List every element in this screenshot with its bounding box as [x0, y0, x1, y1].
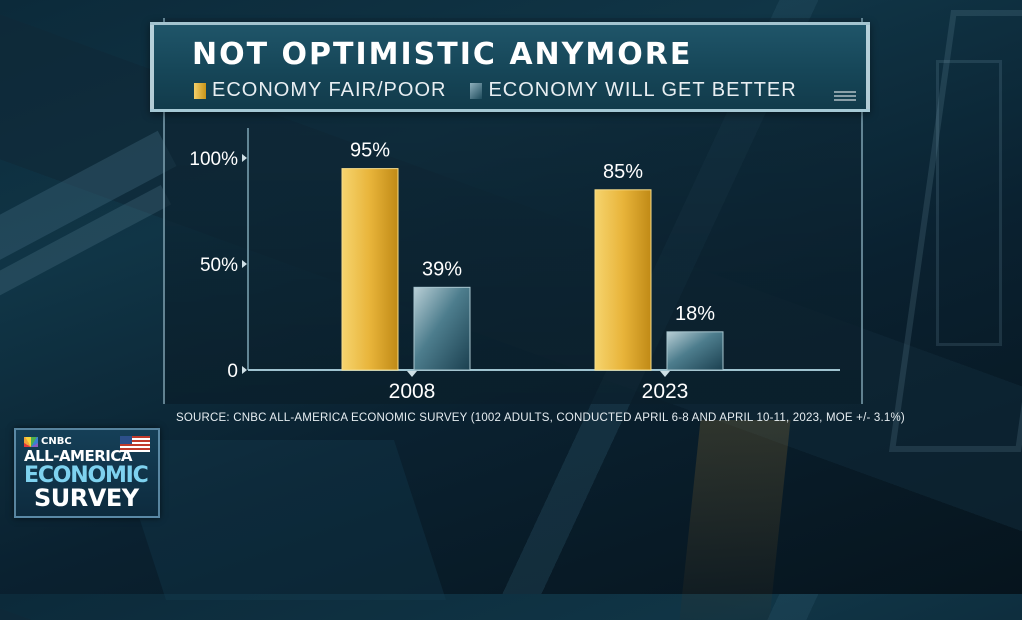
- y-tick-mark: [242, 366, 247, 374]
- badge-line-1: ALL-AMERICA: [24, 447, 132, 465]
- badge-line-2: ECONOMIC: [24, 463, 149, 488]
- data-label-get-better: 39%: [422, 258, 462, 280]
- chart-header: NOT OPTIMISTIC ANYMORE ECONOMY FAIR/POOR…: [150, 22, 870, 112]
- chart-title: NOT OPTIMISTIC ANYMORE: [192, 37, 693, 72]
- source-note: SOURCE: CNBC ALL-AMERICA ECONOMIC SURVEY…: [176, 412, 905, 424]
- legend-label-fair-poor: ECONOMY FAIR/POOR: [212, 79, 447, 101]
- x-tick-label: 2008: [389, 380, 436, 403]
- badge-line-3: SURVEY: [34, 484, 139, 512]
- network-name: CNBC: [41, 436, 72, 447]
- legend-swatch-fair-poor: [194, 82, 206, 99]
- legend-label-get-better: ECONOMY WILL GET BETTER: [488, 79, 797, 101]
- grip-icon: [834, 91, 856, 103]
- x-tick-label: 2023: [642, 380, 689, 403]
- data-label-get-better: 18%: [675, 303, 715, 325]
- data-label-fair-poor: 95%: [350, 140, 390, 162]
- peacock-icon: [24, 436, 38, 447]
- data-label-fair-poor: 85%: [603, 161, 643, 183]
- bar-fair-poor: [341, 168, 399, 371]
- x-tick-mark: [660, 371, 670, 377]
- x-tick-mark: [407, 371, 417, 377]
- chart-legend: ECONOMY FAIR/POOR ECONOMY WILL GET BETTE…: [194, 79, 821, 102]
- bar-get-better: [666, 331, 724, 371]
- legend-item-fair-poor: ECONOMY FAIR/POOR: [194, 79, 446, 102]
- legend-item-get-better: ECONOMY WILL GET BETTER: [470, 79, 796, 102]
- bar-get-better: [413, 286, 471, 371]
- bar-chart: 0 50% 100% 95% 39% 2008 85% 18% 2023: [189, 128, 840, 403]
- flag-icon: [120, 436, 150, 452]
- y-tick-mark: [242, 154, 247, 162]
- legend-swatch-get-better: [470, 82, 483, 99]
- y-tick-label: 50%: [200, 255, 238, 276]
- y-tick-label: 100%: [189, 149, 238, 170]
- y-tick-label: 0: [227, 361, 238, 382]
- network-logo: CNBC: [24, 436, 72, 447]
- survey-badge: CNBC ALL-AMERICA ECONOMIC SURVEY: [14, 428, 160, 518]
- bar-fair-poor: [594, 189, 652, 371]
- y-tick-mark: [242, 260, 247, 268]
